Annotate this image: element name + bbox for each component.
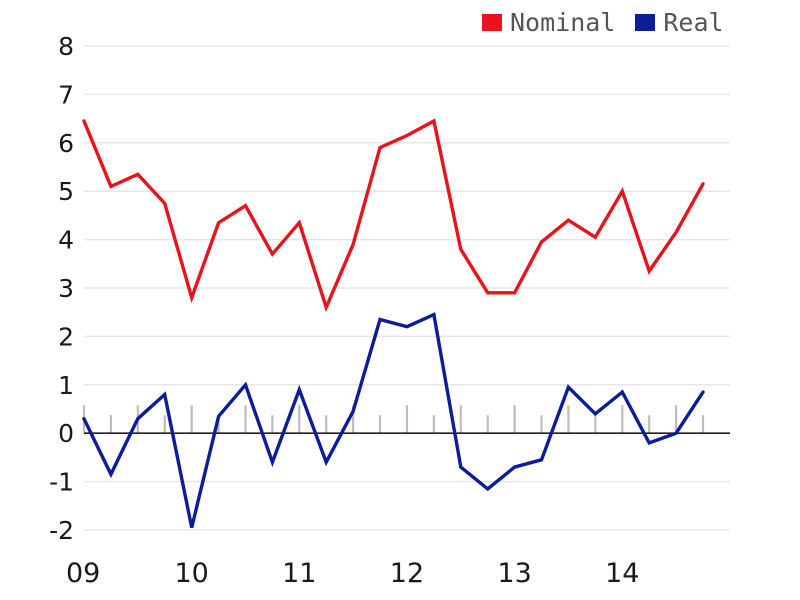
data-point-real [540,458,544,462]
x-axis-ticks: 09 10 11 12 13 14 [66,558,639,589]
data-point-nominal [540,240,544,244]
data-point-real [405,325,409,329]
data-point-real [270,460,274,464]
series-lines [82,118,705,530]
data-point-real [459,465,463,469]
data-point-real [82,417,86,421]
y-tick-label: 4 [58,226,74,255]
y-tick-label: 2 [58,322,74,351]
y-tick-label: 6 [58,129,74,158]
data-point-real [674,431,678,435]
data-point-nominal [620,189,624,193]
data-point-nominal [378,146,382,150]
legend-label-nominal: Nominal [510,8,616,37]
x-tick-label: 14 [605,558,639,589]
data-point-nominal [82,119,86,123]
legend-label-real: Real [663,8,724,37]
x-tick-label: 10 [174,558,208,589]
data-point-real [647,441,651,445]
y-tick-label: -2 [49,516,74,545]
data-point-real [620,390,624,394]
data-point-nominal [136,172,140,176]
minor-ticks [82,405,705,434]
data-point-real [243,383,247,387]
data-point-nominal [297,221,301,225]
data-point-real [324,460,328,464]
data-point-real [163,392,167,396]
data-point-real [378,317,382,321]
legend-swatch-nominal [482,14,502,31]
data-point-nominal [243,204,247,208]
legend-item-real[interactable]: Real [635,8,724,37]
data-point-real [109,472,113,476]
data-point-nominal [324,305,328,309]
y-tick-label: 1 [58,371,74,400]
data-point-real [593,412,597,416]
data-point-nominal [351,242,355,246]
x-tick-label: 13 [497,558,531,589]
data-point-nominal [217,221,221,225]
data-point-real [217,414,221,418]
data-point-nominal [674,230,678,234]
legend-item-nominal[interactable]: Nominal [482,8,615,37]
data-point-real [136,417,140,421]
data-point-real [432,313,436,317]
data-point-nominal [513,291,517,295]
y-tick-label: -1 [49,468,74,497]
data-point-real [297,388,301,392]
legend-swatch-real [635,14,656,31]
data-point-real [351,409,355,413]
data-point-nominal [701,182,705,186]
data-point-real [701,390,705,394]
data-point-real [190,526,194,530]
series-line-nominal [82,118,705,313]
data-point-nominal [432,119,436,123]
legend: Nominal Real [482,8,724,37]
data-point-real [513,465,517,469]
data-point-nominal [566,218,570,222]
x-tick-label: 09 [66,558,100,589]
data-point-real [566,385,570,389]
y-tick-label: 7 [58,80,74,109]
y-tick-label: 0 [58,419,74,448]
data-point-nominal [405,134,409,138]
data-point-nominal [593,235,597,239]
y-axis-ticks: 8 7 6 5 4 3 2 1 0 -1 -2 [49,32,74,545]
y-tick-label: 3 [58,274,74,303]
data-point-nominal [190,296,194,300]
data-point-nominal [486,291,490,295]
y-tick-label: 5 [58,177,74,206]
series-line-real [82,312,705,528]
y-tick-label: 8 [58,32,74,61]
data-point-nominal [647,269,651,273]
data-point-real [486,487,490,491]
x-tick-label: 12 [390,558,424,589]
data-point-nominal [459,247,463,251]
data-point-nominal [163,201,167,205]
data-point-nominal [109,184,113,188]
grid-lines [84,45,730,531]
x-tick-label: 11 [282,558,316,589]
data-point-nominal [270,252,274,256]
